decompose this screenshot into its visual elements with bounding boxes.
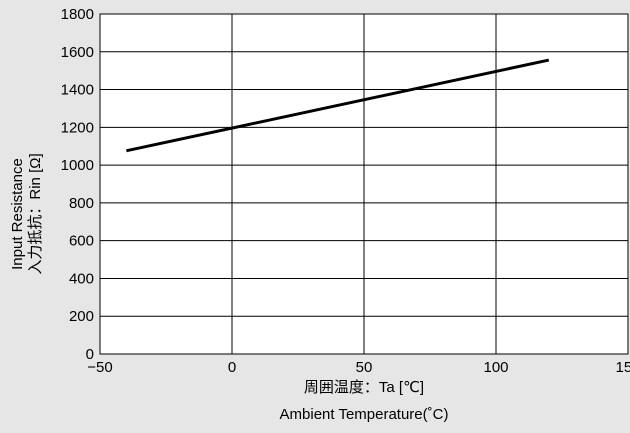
y-tick-label: 1800 [61, 6, 94, 23]
y-tick-label: 600 [69, 233, 94, 250]
y-tick-label: 1600 [61, 44, 94, 61]
y-axis-title: Input Resistance 入力抵抗：Rin [Ω] [9, 153, 44, 274]
x-tick-label: 150 [615, 359, 630, 376]
y-axis-title-en: Input Resistance [9, 158, 26, 270]
y-tick-label: 1200 [61, 119, 94, 136]
y-tick-label: 1400 [61, 82, 94, 99]
y-tick-label: 0 [86, 346, 94, 363]
x-tick-label: 100 [483, 359, 508, 376]
x-axis-title-en: Ambient Temperature(˚C) [280, 406, 449, 423]
plot-frame [99, 13, 629, 355]
y-tick-label: 1000 [61, 157, 94, 174]
y-tick-label: 200 [69, 308, 94, 325]
x-axis-title-jp: 周囲温度：Ta [℃] [304, 379, 424, 396]
y-axis-title-jp: 入力抵抗：Rin [Ω] [27, 153, 44, 274]
series-line [126, 58, 550, 153]
x-tick-label: −50 [87, 359, 112, 376]
y-tick-label: 400 [69, 270, 94, 287]
x-tick-label: 0 [228, 359, 236, 376]
y-tick-label: 800 [69, 195, 94, 212]
series-layer [126, 58, 550, 153]
x-tick-label: 50 [356, 359, 373, 376]
grid-lines [100, 14, 628, 354]
